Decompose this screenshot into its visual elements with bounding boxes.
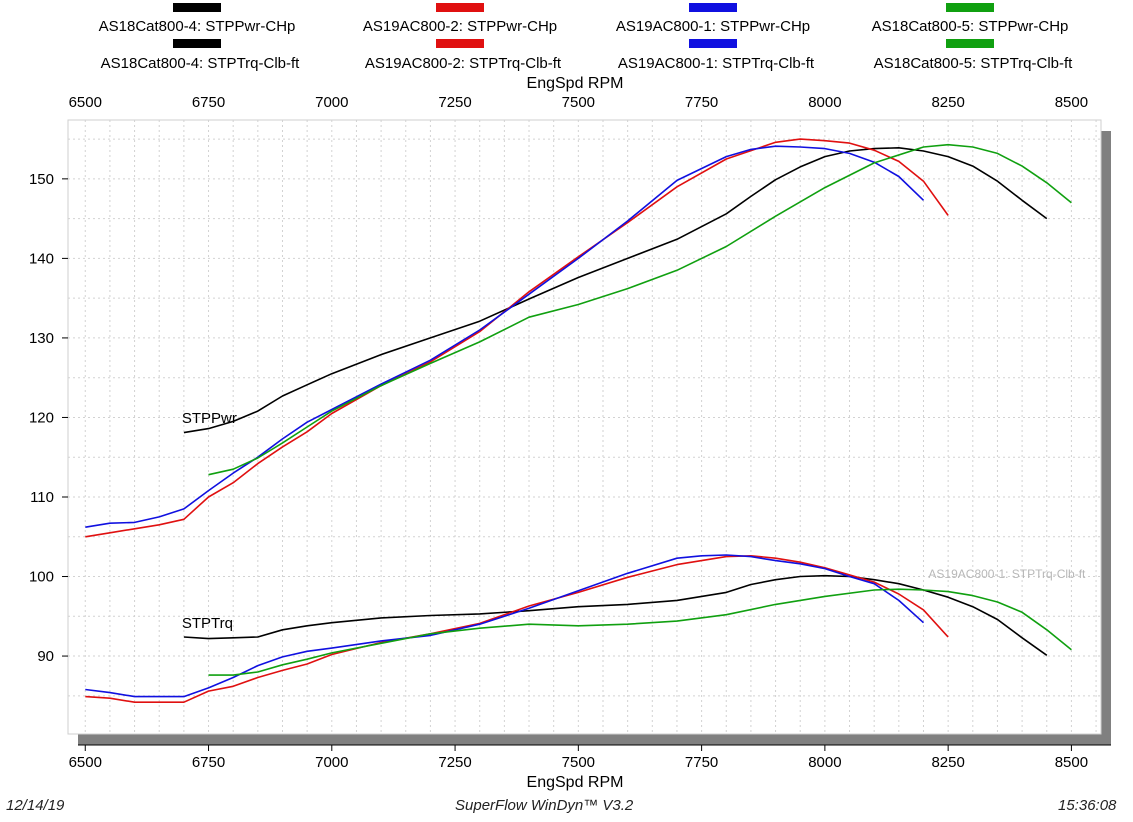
legend-swatch <box>173 3 221 12</box>
legend-swatch <box>173 39 221 48</box>
top-x-tick-label: 7000 <box>315 94 348 111</box>
y-tick-label: 130 <box>29 330 54 347</box>
bottom-x-tick-label: 7500 <box>562 754 595 771</box>
top-x-tick-label: 6750 <box>192 94 225 111</box>
legend-swatch <box>689 3 737 12</box>
curve-labels: STPPwr STPTrq AS19AC800-1: STPTrq-Clb-ft <box>182 410 1086 632</box>
top-x-tick-label: 6500 <box>69 94 102 111</box>
y-tick-label: 150 <box>29 171 54 188</box>
top-x-tick-label: 7250 <box>438 94 471 111</box>
series-line-7 <box>85 554 925 698</box>
footer-software: SuperFlow WinDyn™ V3.2 <box>455 797 634 814</box>
top-x-axis: EngSpd RPM 6500 6750 7000 7250 7500 7750 8000 82… <box>69 75 1089 111</box>
series-line-5 <box>183 574 1048 656</box>
bottom-x-tick-label: 6750 <box>192 754 225 771</box>
series-lines <box>85 138 1072 703</box>
legend-label: AS19AC800-1: STPTrq-Clb-ft <box>618 55 815 72</box>
footer-date: 12/14/19 <box>6 797 65 814</box>
bottom-x-tick-label: 8500 <box>1055 754 1088 771</box>
y-axis: 90 100 110 120 130 140 150 <box>29 171 68 665</box>
series-line-3 <box>85 145 925 528</box>
bottom-x-axis-title: EngSpd RPM <box>527 774 624 791</box>
bottom-x-tick-label: 6500 <box>69 754 102 771</box>
bottom-x-tick-label: 7750 <box>685 754 718 771</box>
y-tick-label: 120 <box>29 409 54 426</box>
legend-swatch <box>689 39 737 48</box>
series-line-8 <box>208 588 1072 676</box>
legend: AS18Cat800-4: STPPwr-CHp AS19AC800-2: STP… <box>99 3 1074 72</box>
y-tick-label: 140 <box>29 250 54 267</box>
legend-label: AS19AC800-1: STPPwr-CHp <box>616 18 810 35</box>
top-x-tick-label: 7500 <box>562 94 595 111</box>
legend-label: AS18Cat800-4: STPTrq-Clb-ft <box>101 55 301 72</box>
legend-label: AS18Cat800-5: STPTrq-Clb-ft <box>874 55 1074 72</box>
series-line-1 <box>183 147 1048 434</box>
legend-label: AS19AC800-2: STPPwr-CHp <box>363 18 557 35</box>
legend-swatch <box>436 3 484 12</box>
bottom-x-tick-label: 8000 <box>808 754 841 771</box>
top-x-tick-label: 8250 <box>931 94 964 111</box>
bottom-x-tick-label: 8250 <box>931 754 964 771</box>
y-tick-label: 90 <box>37 648 54 665</box>
legend-swatch <box>946 3 994 12</box>
legend-label: AS19AC800-2: STPTrq-Clb-ft <box>365 55 562 72</box>
y-tick-label: 110 <box>30 489 54 506</box>
bottom-x-axis: 6500 6750 7000 7250 7500 7750 8000 8250 8500 EngS… <box>69 744 1111 791</box>
legend-label: AS18Cat800-5: STPPwr-CHp <box>872 18 1069 35</box>
curve-label: STPTrq <box>182 615 233 632</box>
top-x-tick-label: 8000 <box>808 94 841 111</box>
plot-area <box>67 119 1102 735</box>
legend-swatch <box>436 39 484 48</box>
bottom-x-tick-label: 7250 <box>438 754 471 771</box>
top-x-axis-title: EngSpd RPM <box>527 75 624 92</box>
top-x-tick-label: 7750 <box>685 94 718 111</box>
dyno-chart: AS18Cat800-4: STPPwr-CHp AS19AC800-2: STP… <box>29 3 1111 791</box>
curve-label: STPPwr <box>182 410 237 427</box>
footer-time: 15:36:08 <box>1058 797 1117 814</box>
top-x-tick-label: 8500 <box>1055 94 1088 111</box>
y-tick-label: 100 <box>29 569 54 586</box>
series-line-2 <box>85 138 949 538</box>
series-line-6 <box>85 555 949 703</box>
legend-swatch <box>946 39 994 48</box>
series-line-4 <box>208 143 1072 476</box>
legend-label: AS18Cat800-4: STPPwr-CHp <box>99 18 296 35</box>
series-annotation: AS19AC800-1: STPTrq-Clb-ft <box>928 567 1086 581</box>
bottom-x-tick-label: 7000 <box>315 754 348 771</box>
